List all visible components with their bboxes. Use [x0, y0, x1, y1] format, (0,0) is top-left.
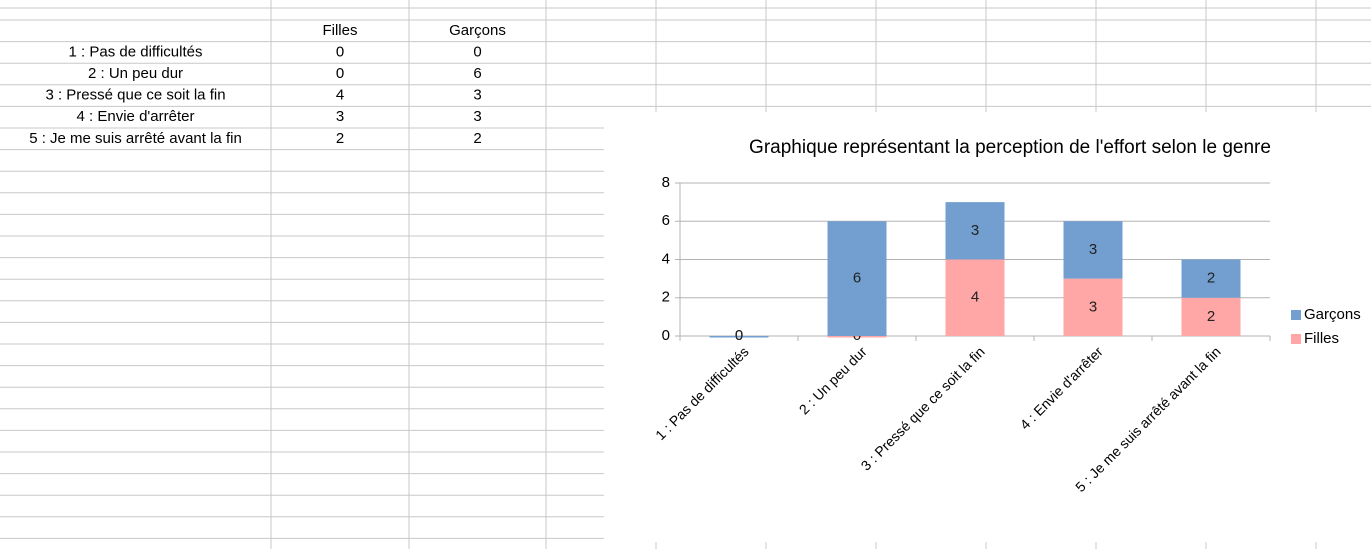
y-tick-label: 0 [662, 327, 670, 344]
cell-value: 3 [473, 108, 481, 125]
cell-value: 4 [336, 87, 344, 104]
cell-value: 0 [336, 65, 344, 82]
data-label: 2 [1207, 270, 1215, 287]
data-label: 3 [1089, 241, 1097, 258]
data-label: 3 [1089, 298, 1097, 315]
row-label: 1 : Pas de difficultés [69, 43, 203, 60]
y-tick-label: 2 [662, 289, 670, 306]
data-label: 4 [971, 289, 979, 306]
legend-swatch [1291, 310, 1301, 320]
cell-value: 3 [473, 87, 481, 104]
chart-title: Graphique représentant la perception de … [749, 137, 1271, 158]
bar-segment [1063, 278, 1123, 336]
row-label: 4 : Envie d'arrêter [77, 108, 195, 125]
bar-segment [1181, 297, 1241, 336]
y-tick-label: 4 [662, 250, 670, 267]
bar-segment [945, 202, 1005, 260]
bar-segment [827, 221, 887, 336]
bar-segment [1063, 221, 1123, 279]
column-header: Filles [322, 22, 357, 39]
data-label: 2 [1207, 308, 1215, 325]
legend-label: Filles [1304, 330, 1339, 347]
cell-value: 2 [336, 130, 344, 147]
row-label: 3 : Pressé que ce soit la fin [45, 87, 225, 104]
bar-segment [827, 336, 887, 338]
data-label: 0 [735, 327, 743, 344]
legend-swatch [1291, 334, 1301, 344]
cell-value: 6 [473, 65, 481, 82]
bar-segment [1181, 259, 1241, 298]
cell-value: 0 [473, 43, 481, 60]
y-tick-label: 8 [662, 174, 670, 191]
legend-label: Garçons [1304, 306, 1361, 323]
row-label: 2 : Un peu dur [88, 65, 183, 82]
data-label: 3 [971, 222, 979, 239]
cell-value: 3 [336, 108, 344, 125]
cell-value: 2 [473, 130, 481, 147]
row-label: 5 : Je me suis arrêté avant la fin [29, 130, 242, 147]
data-label: 0 [735, 327, 743, 344]
cell-value: 0 [336, 43, 344, 60]
bar-segment [945, 259, 1005, 336]
y-tick-label: 6 [662, 212, 670, 229]
data-label: 6 [853, 270, 861, 287]
bar-segment [709, 336, 769, 338]
column-header: Garçons [449, 22, 506, 39]
